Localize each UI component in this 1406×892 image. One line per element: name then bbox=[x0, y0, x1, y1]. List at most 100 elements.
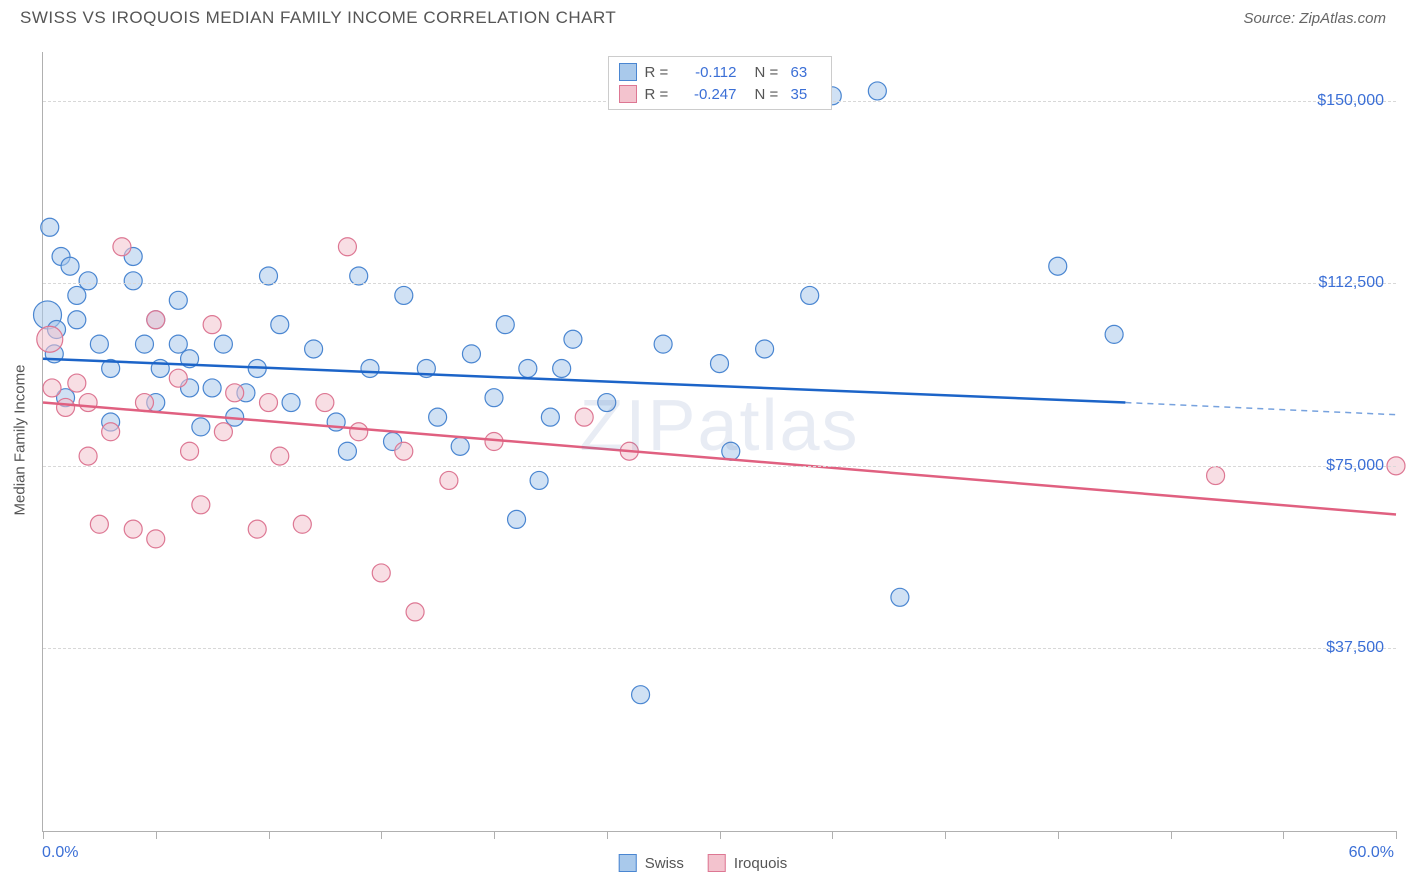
y-tick-label: $37,500 bbox=[1326, 639, 1384, 657]
scatter-point bbox=[305, 340, 323, 358]
scatter-point bbox=[519, 359, 537, 377]
r-label: R = bbox=[645, 86, 673, 103]
scatter-point bbox=[68, 374, 86, 392]
scatter-point bbox=[293, 515, 311, 533]
grid-line bbox=[43, 283, 1396, 284]
r-value: -0.247 bbox=[681, 86, 737, 103]
scatter-point bbox=[61, 257, 79, 275]
y-tick-label: $112,500 bbox=[1318, 274, 1384, 292]
scatter-point bbox=[90, 515, 108, 533]
x-tick bbox=[269, 831, 270, 839]
scatter-point bbox=[113, 238, 131, 256]
scatter-point bbox=[598, 394, 616, 412]
scatter-point bbox=[169, 291, 187, 309]
scatter-point bbox=[214, 335, 232, 353]
scatter-point bbox=[508, 510, 526, 528]
n-value: 63 bbox=[791, 64, 821, 81]
scatter-point bbox=[57, 398, 75, 416]
scatter-point bbox=[316, 394, 334, 412]
scatter-point bbox=[1207, 467, 1225, 485]
scatter-point bbox=[147, 311, 165, 329]
x-tick bbox=[494, 831, 495, 839]
scatter-point bbox=[90, 335, 108, 353]
legend-item: Iroquois bbox=[708, 854, 787, 872]
n-label: N = bbox=[755, 86, 783, 103]
scatter-point bbox=[530, 471, 548, 489]
scatter-point bbox=[226, 384, 244, 402]
scatter-point bbox=[338, 442, 356, 460]
scatter-point bbox=[711, 355, 729, 373]
y-tick-label: $150,000 bbox=[1317, 92, 1384, 110]
x-tick bbox=[832, 831, 833, 839]
x-tick bbox=[1396, 831, 1397, 839]
legend-row: R = -0.247 N = 35 bbox=[619, 83, 821, 105]
scatter-point bbox=[801, 286, 819, 304]
scatter-plot-svg bbox=[43, 52, 1396, 831]
legend-item: Swiss bbox=[619, 854, 684, 872]
scatter-point bbox=[868, 82, 886, 100]
scatter-point bbox=[192, 496, 210, 514]
scatter-point bbox=[485, 389, 503, 407]
y-tick-label: $75,000 bbox=[1326, 457, 1384, 475]
trend-line bbox=[43, 403, 1396, 515]
x-axis-max-label: 60.0% bbox=[1349, 844, 1394, 862]
scatter-point bbox=[632, 686, 650, 704]
scatter-point bbox=[37, 326, 63, 352]
scatter-point bbox=[1105, 325, 1123, 343]
x-tick bbox=[1171, 831, 1172, 839]
scatter-point bbox=[756, 340, 774, 358]
x-tick bbox=[720, 831, 721, 839]
x-tick bbox=[156, 831, 157, 839]
scatter-point bbox=[203, 316, 221, 334]
r-value: -0.112 bbox=[681, 64, 737, 81]
scatter-point bbox=[169, 335, 187, 353]
scatter-point bbox=[124, 272, 142, 290]
scatter-point bbox=[79, 447, 97, 465]
scatter-point bbox=[271, 447, 289, 465]
x-tick bbox=[607, 831, 608, 839]
trend-line bbox=[43, 359, 1125, 403]
x-tick bbox=[945, 831, 946, 839]
legend-label: Swiss bbox=[645, 855, 684, 872]
scatter-point bbox=[406, 603, 424, 621]
grid-line bbox=[43, 648, 1396, 649]
scatter-point bbox=[372, 564, 390, 582]
legend-label: Iroquois bbox=[734, 855, 787, 872]
correlation-legend: R = -0.112 N = 63 R = -0.247 N = 35 bbox=[608, 56, 832, 110]
scatter-point bbox=[496, 316, 514, 334]
scatter-point bbox=[350, 423, 368, 441]
grid-line bbox=[43, 466, 1396, 467]
scatter-point bbox=[891, 588, 909, 606]
scatter-point bbox=[553, 359, 571, 377]
scatter-point bbox=[68, 286, 86, 304]
scatter-point bbox=[564, 330, 582, 348]
scatter-point bbox=[260, 394, 278, 412]
scatter-point bbox=[395, 286, 413, 304]
n-value: 35 bbox=[791, 86, 821, 103]
legend-swatch bbox=[619, 854, 637, 872]
scatter-point bbox=[462, 345, 480, 363]
scatter-point bbox=[135, 394, 153, 412]
scatter-point bbox=[203, 379, 221, 397]
x-axis-min-label: 0.0% bbox=[42, 844, 78, 862]
chart-title: SWISS VS IROQUOIS MEDIAN FAMILY INCOME C… bbox=[20, 8, 616, 28]
scatter-point bbox=[575, 408, 593, 426]
scatter-point bbox=[192, 418, 210, 436]
scatter-point bbox=[68, 311, 86, 329]
scatter-point bbox=[541, 408, 559, 426]
n-label: N = bbox=[755, 64, 783, 81]
scatter-point bbox=[135, 335, 153, 353]
scatter-point bbox=[350, 267, 368, 285]
scatter-point bbox=[654, 335, 672, 353]
scatter-point bbox=[271, 316, 289, 334]
scatter-point bbox=[429, 408, 447, 426]
scatter-point bbox=[338, 238, 356, 256]
scatter-point bbox=[722, 442, 740, 460]
scatter-point bbox=[124, 520, 142, 538]
scatter-point bbox=[440, 471, 458, 489]
scatter-point bbox=[361, 359, 379, 377]
series-legend: Swiss Iroquois bbox=[619, 854, 788, 872]
scatter-point bbox=[395, 442, 413, 460]
x-tick bbox=[43, 831, 44, 839]
scatter-point bbox=[214, 423, 232, 441]
